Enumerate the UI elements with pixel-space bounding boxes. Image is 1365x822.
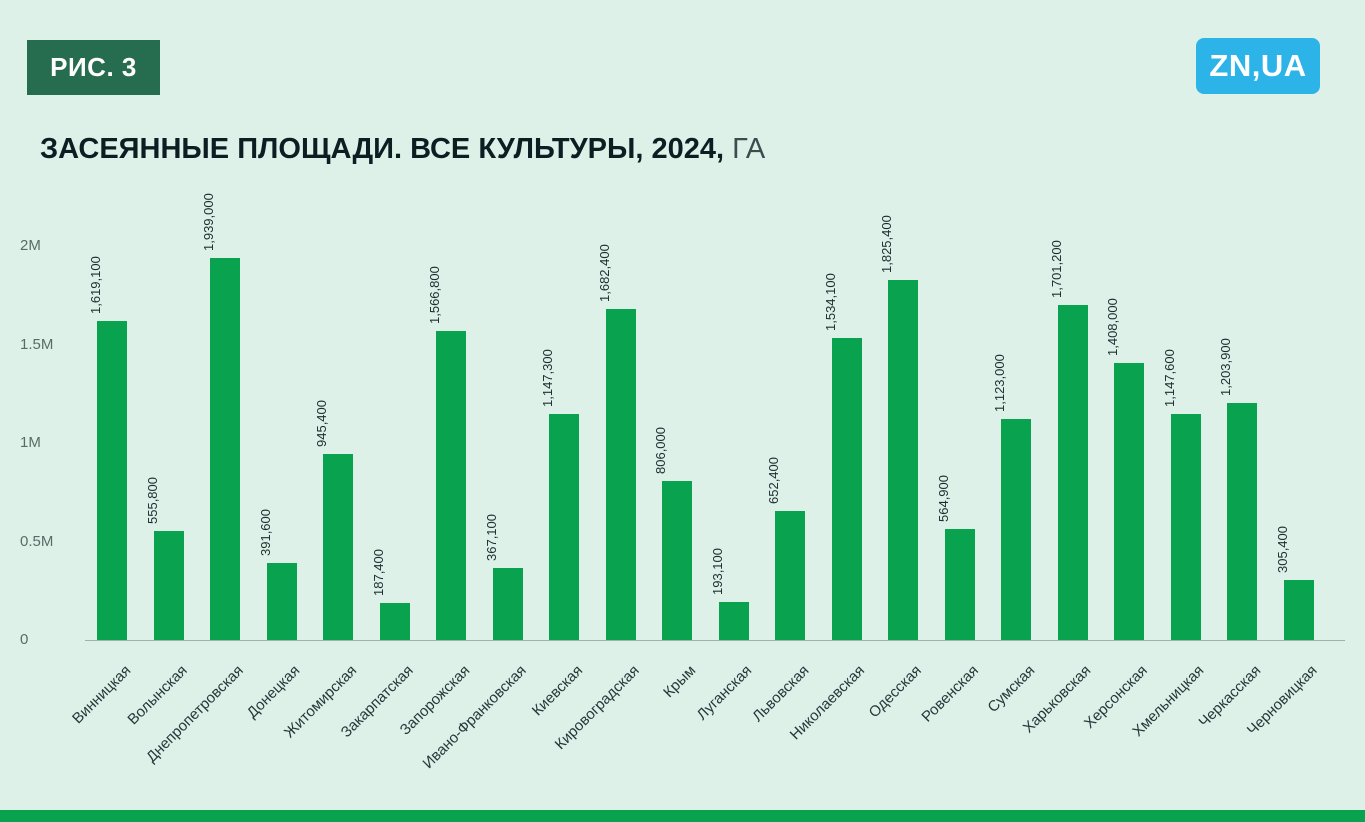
- bar-value-label: 1,825,400: [879, 215, 894, 273]
- bottom-accent-bar: [0, 810, 1365, 822]
- bar: [831, 338, 862, 640]
- bar-value-label: 391,600: [257, 509, 273, 556]
- bar: [153, 531, 184, 640]
- bar: [605, 309, 636, 640]
- bar-value-label: 305,400: [1274, 526, 1290, 573]
- bar: [323, 454, 353, 640]
- bar: [1227, 403, 1257, 640]
- bar-value-label: 1,619,100: [88, 256, 103, 314]
- bar: [944, 529, 975, 640]
- chart-title-unit: ГА: [724, 133, 766, 165]
- bar: [210, 258, 240, 640]
- bar-value-label: 193,100: [709, 548, 725, 595]
- x-axis-line: [85, 640, 1345, 641]
- category-label: Одесская: [865, 662, 926, 722]
- bar: [379, 603, 410, 640]
- bar-value-label: 1,682,400: [596, 244, 612, 302]
- bar-value-label: 945,400: [314, 400, 329, 447]
- bar-value-label: 1,701,200: [1048, 240, 1064, 298]
- bar-value-label: 1,203,900: [1218, 338, 1233, 396]
- y-axis-tick-label: 0: [20, 631, 29, 648]
- bar: [1057, 305, 1088, 640]
- chart-title: ЗАСЕЯННЫЕ ПЛОЩАДИ. ВСЕ КУЛЬТУРЫ, 2024, Г…: [40, 133, 765, 166]
- bar: [775, 511, 805, 640]
- y-axis-tick-label: 1M: [20, 434, 41, 451]
- bar: [492, 568, 523, 640]
- category-label: Луганская: [693, 662, 756, 724]
- bar: [1283, 580, 1314, 640]
- category-label: Ровенская: [917, 662, 982, 726]
- bar-value-label: 367,100: [483, 514, 499, 561]
- bar-value-label: 806,000: [653, 427, 668, 474]
- bar-value-label: 1,147,300: [540, 349, 555, 407]
- chart-title-main: ЗАСЕЯННЫЕ ПЛОЩАДИ. ВСЕ КУЛЬТУРЫ, 2024,: [40, 133, 725, 165]
- bar-value-label: 555,800: [144, 477, 160, 524]
- bar: [266, 563, 297, 640]
- bar: [436, 331, 466, 640]
- bar-value-label: 1,939,000: [201, 193, 216, 251]
- bar: [718, 602, 749, 640]
- category-label: Винницкая: [68, 662, 135, 728]
- category-label: Днепропетровская: [143, 662, 248, 766]
- bar: [97, 321, 127, 640]
- bar: [549, 414, 579, 640]
- bar-value-label: 1,534,100: [822, 273, 838, 331]
- bar-value-label: 187,400: [370, 549, 386, 596]
- bar: [662, 481, 692, 640]
- bar: [1114, 363, 1144, 640]
- figure-number-badge: РИС. 3: [27, 40, 160, 95]
- bar: [1001, 419, 1031, 640]
- bar-value-label: 1,123,000: [992, 354, 1007, 412]
- y-axis-tick-label: 1.5M: [20, 335, 54, 353]
- bar-value-label: 1,408,000: [1105, 298, 1120, 356]
- y-axis-tick-label: 2M: [20, 237, 41, 254]
- bar: [888, 280, 918, 640]
- category-label: Киевская: [528, 662, 587, 720]
- bar-value-label: 1,566,800: [427, 266, 442, 324]
- znua-logo-text: ZN,UA: [1209, 48, 1307, 83]
- category-label: Сумская: [984, 662, 1039, 716]
- category-label: Ивано-Франковская: [419, 662, 530, 773]
- category-label: Крым: [659, 662, 700, 702]
- figure-number-label: РИС. 3: [50, 52, 137, 82]
- bar: [1170, 414, 1201, 640]
- znua-logo: ZN,UA: [1196, 38, 1320, 94]
- bar-value-label: 564,900: [935, 475, 951, 522]
- bar-value-label: 1,147,600: [1161, 349, 1177, 407]
- bar-value-label: 652,400: [766, 457, 781, 504]
- y-axis-tick-label: 0.5M: [20, 532, 54, 550]
